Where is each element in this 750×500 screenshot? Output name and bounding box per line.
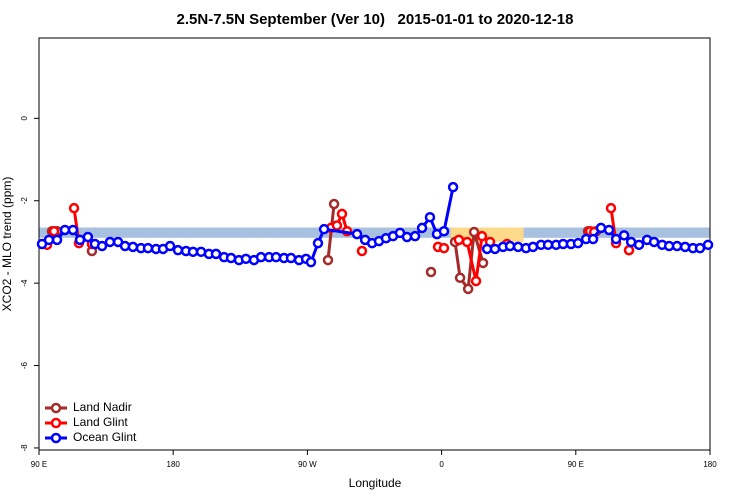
point (318, 223, 330, 235)
legend-label: Land Glint (73, 415, 128, 429)
point (476, 230, 488, 242)
point (142, 242, 154, 254)
point (51, 234, 63, 246)
point (82, 231, 94, 243)
legend-marker (50, 432, 62, 444)
x-tick-label: 90 E (31, 460, 47, 469)
point (43, 234, 55, 246)
y-tick-label: -6 (20, 361, 29, 369)
point (328, 198, 340, 210)
y-axis-label: XCO2 - MLO trend (ppm) (0, 177, 14, 312)
point (96, 240, 108, 252)
point (48, 225, 60, 237)
legend-marker (50, 417, 62, 429)
point (702, 239, 714, 251)
point (104, 236, 116, 248)
point (542, 239, 554, 251)
point (322, 254, 334, 266)
y-tick-label: -8 (20, 444, 29, 452)
point (633, 239, 645, 251)
point (424, 211, 436, 223)
point (285, 252, 297, 264)
point (164, 240, 176, 252)
point (512, 241, 524, 253)
point (572, 237, 584, 249)
point (210, 248, 222, 260)
point (648, 236, 660, 248)
point (438, 225, 450, 237)
chart-title: 2.5N-7.5N September (Ver 10) 2015-01-01 … (177, 11, 574, 28)
point (504, 240, 516, 252)
y-tick-label: 0 (20, 116, 29, 121)
point (68, 202, 80, 214)
point (416, 222, 428, 234)
point (603, 224, 615, 236)
point (454, 272, 466, 284)
x-tick-label: 0 (439, 460, 444, 469)
x-axis-label: Longitude (349, 476, 402, 490)
point (605, 202, 617, 214)
y-tick-label: -2 (20, 197, 29, 205)
point (401, 231, 413, 243)
point (255, 251, 267, 263)
point (671, 240, 683, 252)
band (39, 227, 710, 238)
point (618, 230, 630, 241)
point (679, 241, 691, 253)
point (331, 220, 343, 231)
point (356, 245, 368, 257)
point (595, 222, 607, 234)
legend-label: Ocean Glint (73, 430, 137, 444)
point (351, 228, 363, 240)
point (694, 242, 706, 254)
x-tick-label: 90 E (568, 460, 584, 469)
point (127, 241, 139, 253)
point (527, 241, 539, 253)
legend-marker (50, 402, 62, 414)
point (409, 230, 421, 242)
point (312, 237, 324, 249)
point (453, 234, 465, 246)
point (336, 208, 348, 220)
point (462, 283, 474, 295)
point (240, 253, 252, 265)
x-tick-label: 180 (167, 460, 181, 469)
point (489, 243, 501, 255)
point (461, 236, 473, 248)
point (172, 244, 184, 256)
x-tick-label: 90 W (298, 460, 317, 469)
legend-label: Land Nadir (73, 400, 132, 414)
y-tick-label: -4 (20, 279, 29, 287)
point (305, 256, 317, 268)
point (425, 266, 437, 278)
point (623, 244, 635, 256)
point (67, 224, 79, 236)
point (587, 233, 599, 245)
point (470, 275, 482, 287)
point (610, 233, 622, 245)
point (59, 224, 71, 236)
point (477, 257, 489, 269)
x-tick-label: 180 (703, 460, 717, 469)
point (468, 226, 480, 238)
point (187, 246, 199, 258)
point (438, 242, 450, 254)
point (447, 181, 459, 193)
